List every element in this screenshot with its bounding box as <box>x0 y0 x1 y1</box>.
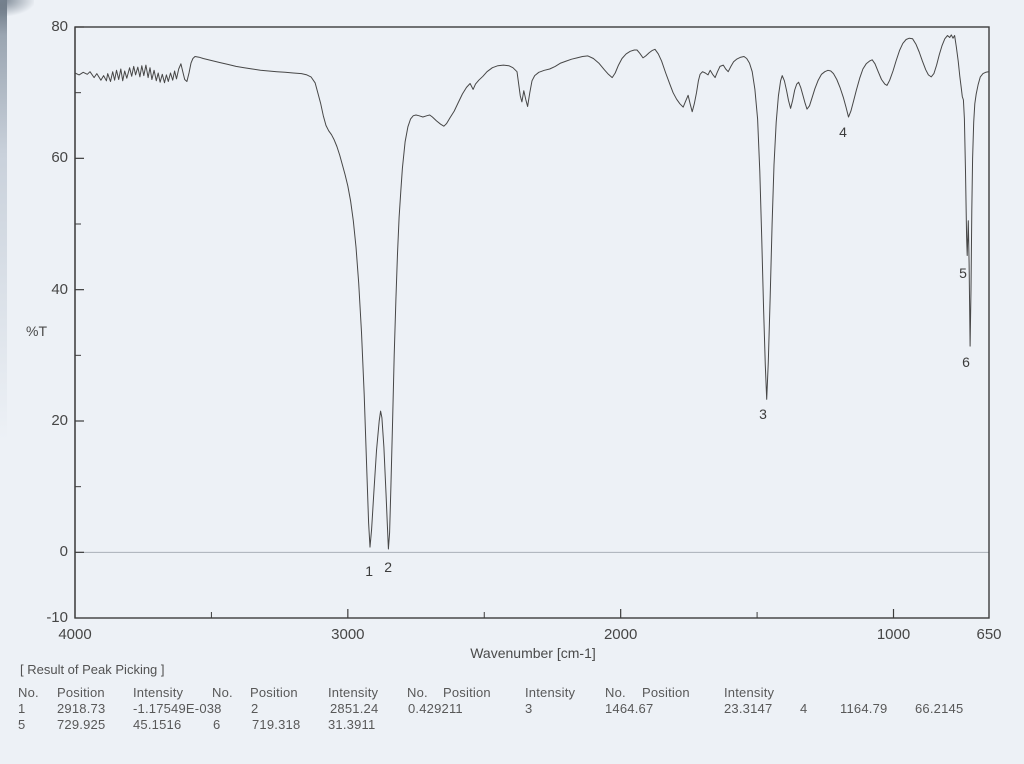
plot-frame <box>74 26 990 619</box>
peak-table-header-cell-4: Position <box>250 685 298 700</box>
peak-table-header-cell-3: No. <box>212 685 233 700</box>
peak-table-cell-r0-5: 0.429211 <box>408 701 463 716</box>
peak-number-1: 1 <box>365 562 373 579</box>
y-tick-label-0: 0 <box>59 543 68 561</box>
peak-table-cell-r0-11: 66.2145 <box>915 701 964 716</box>
x-axis-title: Wavenumber [cm-1] <box>470 645 596 661</box>
x-tick-label-4000: 4000 <box>58 626 92 643</box>
peak-table-header-cell-1: Position <box>57 685 105 700</box>
x-tick-label-1000: 1000 <box>876 626 911 643</box>
peak-table-cell-r1-2: 45.1516 <box>133 717 182 732</box>
y-axis-title: %T <box>26 323 47 339</box>
peak-table-cell-r1-4: 719.318 <box>252 717 301 732</box>
peak-table-header-cell-11: Intensity <box>724 685 775 700</box>
peak-table-header-cell-7: Position <box>443 685 491 700</box>
peak-table-cell-r0-0: 1 <box>18 701 26 716</box>
peak-table-cell-r0-2: -1.17549E-038 <box>133 701 222 716</box>
y-tick-label-20: 20 <box>51 412 68 429</box>
y-tick-label-80: 80 <box>51 18 68 35</box>
y-tick-label-60: 60 <box>51 149 68 167</box>
peak-table-header-cell-0: No. <box>18 685 39 700</box>
y-tick-label--10: -10 <box>46 609 68 626</box>
peak-table-cell-r0-3: 2 <box>251 701 259 716</box>
peak-table-cell-r0-6: 3 <box>525 701 533 716</box>
peak-number-5: 5 <box>959 265 967 282</box>
x-tick-label-3000: 3000 <box>331 626 365 643</box>
peak-table-cell-r0-8: 23.3147 <box>724 701 773 716</box>
peak-table-cell-r1-1: 729.925 <box>57 717 106 732</box>
peak-number-4: 4 <box>839 124 847 141</box>
peak-table-header-cell-5: Intensity <box>328 685 379 700</box>
peak-table-cell-r1-3: 6 <box>213 717 221 732</box>
peak-table-cell-r1-0: 5 <box>18 717 26 732</box>
peak-table-header-cell-9: No. <box>605 685 626 700</box>
peak-table-cell-r0-10: 1164.79 <box>840 701 888 716</box>
peak-table-cell-r1-5: 31.3911 <box>328 717 376 732</box>
peak-table-header-cell-2: Intensity <box>133 685 184 700</box>
peak-table-header-cell-8: Intensity <box>525 685 576 700</box>
peak-number-3: 3 <box>759 406 767 423</box>
peak-table-cell-r0-4: 2851.24 <box>330 701 379 716</box>
peak-table-cell-r0-1: 2918.73 <box>57 701 106 716</box>
peak-number-2: 2 <box>384 558 393 575</box>
peak-table-header-cell-10: Position <box>642 685 690 700</box>
peak-table-header-cell-6: No. <box>407 685 428 700</box>
peak-table-cell-r0-9: 4 <box>800 701 808 716</box>
y-tick-label-40: 40 <box>51 280 68 298</box>
peak-table-cell-r0-7: 1464.67 <box>605 701 654 716</box>
peak-table-title: [ Result of Peak Picking ] <box>20 662 165 677</box>
spectrum-curve-transmittance <box>74 34 989 550</box>
x-tick-label-650: 650 <box>976 626 1002 643</box>
peak-number-6: 6 <box>962 353 970 370</box>
x-tick-label-2000: 2000 <box>603 626 638 643</box>
